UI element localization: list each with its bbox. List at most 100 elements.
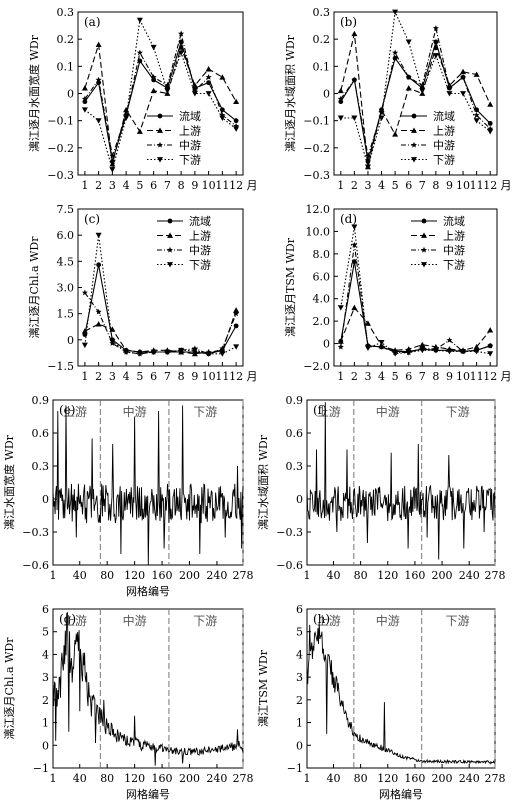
x-tick-label: 6 [150,370,157,383]
region-label: 中游 [123,613,147,628]
data-point [191,82,198,88]
data-point [392,131,399,137]
data-point [487,351,494,357]
panel-label: (f) [313,403,327,417]
data-point [473,343,480,350]
data-point [473,71,480,77]
x-unit-label: 月 [247,179,258,192]
y-tick-label: 0.9 [286,394,304,407]
y-axis-label: 漓江逐月TSM WDr [283,237,297,337]
y-tick-label: −0.3 [303,169,330,182]
x-tick-label: 1 [81,370,88,383]
data-point [487,129,494,135]
series-line-1 [340,33,491,167]
x-tick-label: 1 [337,370,344,383]
data-point [164,88,171,94]
x-tick-label: 8 [178,370,185,383]
y-tick-label: 6.0 [57,229,75,242]
series-line [306,402,496,560]
data-point [351,30,358,37]
data-point [473,118,480,124]
data-point [432,25,439,31]
region-label: 下游 [193,405,217,419]
series-line-2 [340,28,491,157]
series-line-3 [84,18,237,172]
x-tick-label: 278 [233,569,254,582]
data-point [351,304,358,311]
y-tick-label: 4.0 [313,293,331,306]
x-tick-label: 160 [404,772,425,785]
y-tick-label: −0.3 [22,526,49,539]
series-line-2 [340,244,491,354]
data-point [419,88,426,94]
x-tick-label: 9 [191,370,198,383]
legend-label: 上游 [433,125,455,138]
chart-panel-f: −0.6 −0.3 0 0.3 0.6 0.9 1 40 80 120 160 200 240 278 漓江… [256,394,506,582]
y-tick-label: 0 [323,88,330,101]
legend-marker-1 [411,127,417,133]
y-tick-label: 0.2 [57,33,75,46]
x-tick-label: 8 [432,179,439,192]
y-tick-label: −0.1 [47,115,74,128]
data-point [191,347,198,354]
data-point [136,128,143,134]
y-axis-label: 漓江逐月水面宽度 WDr [27,34,41,152]
y-tick-label: −0.3 [47,169,74,182]
legend-label: 流域 [433,109,455,123]
x-tick-label: 4 [378,179,385,192]
x-tick-label: 80 [100,772,114,785]
x-tick-label: 7 [419,179,426,192]
data-point [487,125,494,132]
y-tick-label: −0.2 [303,142,330,155]
x-tick-label: 12 [483,370,497,383]
x-tick-label: 11 [215,370,229,383]
legend-label: 流域 [189,214,211,228]
y-tick-label: 0.1 [57,60,75,73]
x-tick-label: 11 [215,179,229,192]
data-point [205,74,212,80]
data-point [233,307,240,313]
x-tick-label: 1 [50,569,57,582]
series-line-2 [84,33,237,157]
data-point [405,74,412,80]
data-point [351,259,357,265]
data-point [419,344,426,351]
series-line-3 [340,226,491,355]
x-tick-label: 3 [364,179,371,192]
data-point [233,344,240,350]
data-point [337,115,344,121]
data-point [81,328,88,334]
data-point [233,126,240,132]
y-tick-label: 1.5 [57,308,75,321]
data-point [446,84,453,91]
data-point [460,68,467,75]
legend-label: 中游 [189,244,211,257]
series-line-0 [340,39,491,162]
y-tick-label: 0.6 [32,427,50,440]
data-point [205,351,212,357]
x-tick-label: 8 [178,179,185,192]
x-axis-label: 网格编号 [379,787,423,801]
data-point [191,87,198,94]
y-tick-label: 0 [296,739,303,752]
series-line [306,622,496,765]
y-axis-label: 漓江水面宽度 WDr [2,434,16,530]
legend-label: 下游 [443,259,465,272]
x-tick-label: 8 [432,370,439,383]
y-tick-label: 0 [42,493,49,506]
series-line-1 [84,310,237,355]
data-point [351,76,358,83]
y-tick-label: 0.9 [32,394,50,407]
chart-panel-b: −0.3−0.2−0.100.10.20.31 2 3 4 5 6 7 8 9 10 11 12 月漓江… [283,6,512,192]
legend-marker-2 [166,246,174,253]
x-tick-label: 240 [459,569,480,582]
data-point [81,95,88,102]
legend-marker-1 [167,232,173,238]
data-point [109,152,116,159]
x-tick-label: 40 [326,569,340,582]
legend-marker-2 [410,141,418,148]
data-point [460,91,467,97]
data-point [178,30,185,37]
